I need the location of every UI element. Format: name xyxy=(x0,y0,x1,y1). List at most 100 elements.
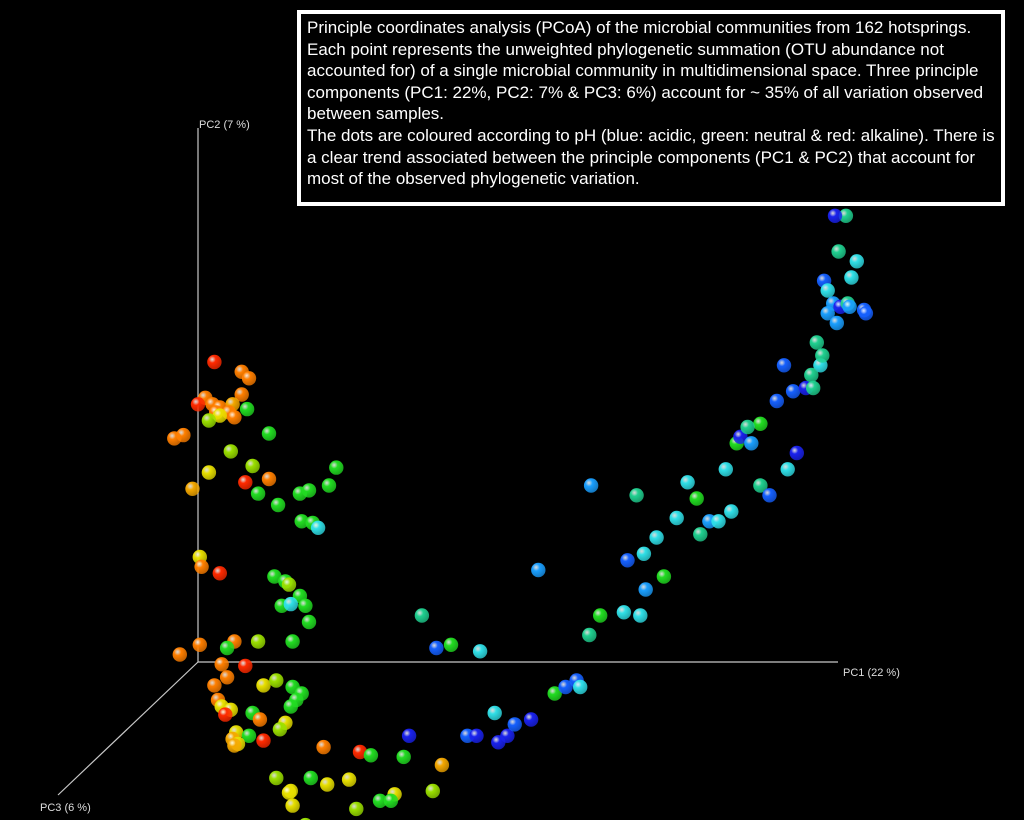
sample-point-43 xyxy=(298,598,313,613)
sample-point-76 xyxy=(352,744,368,760)
sample-point-3 xyxy=(241,371,257,386)
sample-point-27 xyxy=(250,486,266,501)
sample-point-15 xyxy=(201,413,217,428)
sample-point-80 xyxy=(269,770,284,786)
pc3-axis-line xyxy=(57,661,199,796)
sample-point-97 xyxy=(500,728,515,743)
sample-point-19 xyxy=(223,444,238,459)
pc2-axis-label: PC2 (7 %) xyxy=(199,119,250,131)
sample-point-77 xyxy=(363,748,379,763)
sample-point-33 xyxy=(310,520,326,535)
sample-point-46 xyxy=(192,637,207,652)
sample-point-112 xyxy=(633,608,648,623)
sample-point-150 xyxy=(842,299,857,314)
sample-point-60 xyxy=(283,699,298,714)
sample-point-148 xyxy=(829,315,844,331)
sample-point-114 xyxy=(583,478,599,493)
sample-point-30 xyxy=(270,497,286,513)
sample-point-24 xyxy=(238,475,253,490)
sample-point-83 xyxy=(320,777,335,792)
sample-point-12 xyxy=(239,401,255,417)
sample-point-44 xyxy=(301,614,317,630)
sample-point-20 xyxy=(245,458,260,474)
sample-point-98 xyxy=(487,705,502,721)
sample-point-45 xyxy=(285,634,300,649)
sample-point-101 xyxy=(414,608,430,623)
sample-point-73 xyxy=(256,733,271,748)
sample-point-140 xyxy=(806,380,821,396)
sample-point-100 xyxy=(507,717,522,732)
sample-point-48 xyxy=(250,634,266,649)
sample-point-136 xyxy=(769,393,784,409)
sample-point-115 xyxy=(629,488,644,503)
sample-point-162 xyxy=(780,462,795,477)
sample-point-134 xyxy=(762,488,777,503)
sample-point-18 xyxy=(167,431,182,446)
sample-point-127 xyxy=(718,462,733,477)
sample-point-86 xyxy=(425,783,440,799)
data-points xyxy=(167,176,883,820)
sample-point-144 xyxy=(815,348,830,363)
sample-point-37 xyxy=(267,569,282,584)
sample-point-109 xyxy=(582,627,597,643)
sample-point-56 xyxy=(269,673,284,688)
sample-point-75 xyxy=(316,739,331,755)
sample-point-154 xyxy=(844,270,859,285)
sample-point-35 xyxy=(194,559,209,574)
sample-point-93 xyxy=(401,728,417,743)
sample-point-157 xyxy=(838,208,854,223)
sample-point-4 xyxy=(234,387,249,402)
sample-point-121 xyxy=(669,510,684,526)
sample-point-39 xyxy=(281,577,297,592)
sample-point-31 xyxy=(294,514,309,529)
sample-point-16 xyxy=(261,426,277,441)
sample-point-64 xyxy=(218,707,233,722)
sample-point-117 xyxy=(636,546,652,561)
sample-point-102 xyxy=(429,640,444,656)
sample-point-104 xyxy=(472,644,488,659)
sample-point-78 xyxy=(396,749,411,765)
sample-point-161 xyxy=(820,283,835,298)
sample-point-26 xyxy=(185,481,200,496)
sample-point-51 xyxy=(214,657,229,672)
sample-point-70 xyxy=(241,728,257,743)
pc3-axis-label: PC3 (6 %) xyxy=(40,802,91,814)
sample-point-131 xyxy=(744,436,759,451)
sample-point-52 xyxy=(238,658,253,674)
sample-point-163 xyxy=(789,445,804,461)
sample-point-113 xyxy=(531,562,546,578)
sample-point-74 xyxy=(227,738,242,753)
sample-point-42 xyxy=(283,596,298,612)
sample-point-135 xyxy=(740,419,755,435)
sample-point-13 xyxy=(212,408,227,423)
sample-point-120 xyxy=(656,569,672,584)
sample-point-110 xyxy=(593,608,608,623)
sample-point-89 xyxy=(383,793,399,808)
sample-point-90 xyxy=(285,798,300,813)
sample-point-128 xyxy=(724,504,739,519)
sample-point-82 xyxy=(341,772,357,787)
sample-point-138 xyxy=(785,384,801,399)
sample-point-1 xyxy=(207,354,222,370)
sample-point-111 xyxy=(616,605,632,620)
sample-point-14 xyxy=(227,410,242,425)
sample-point-124 xyxy=(693,527,708,542)
sample-point-36 xyxy=(212,566,227,581)
sample-point-25 xyxy=(321,478,337,493)
sample-point-119 xyxy=(638,582,653,597)
sample-point-55 xyxy=(256,678,271,693)
sample-point-122 xyxy=(680,475,695,490)
sample-point-50 xyxy=(172,647,187,662)
sample-point-91 xyxy=(349,801,364,817)
sample-point-137 xyxy=(776,358,792,373)
sample-point-108 xyxy=(573,679,588,695)
sample-point-133 xyxy=(753,478,768,493)
sample-point-118 xyxy=(649,530,664,545)
sample-point-99 xyxy=(523,712,539,727)
sample-point-53 xyxy=(219,670,235,685)
sample-point-106 xyxy=(558,679,573,695)
sample-point-79 xyxy=(434,757,450,773)
sample-point-81 xyxy=(303,770,318,786)
sample-point-123 xyxy=(689,491,704,506)
